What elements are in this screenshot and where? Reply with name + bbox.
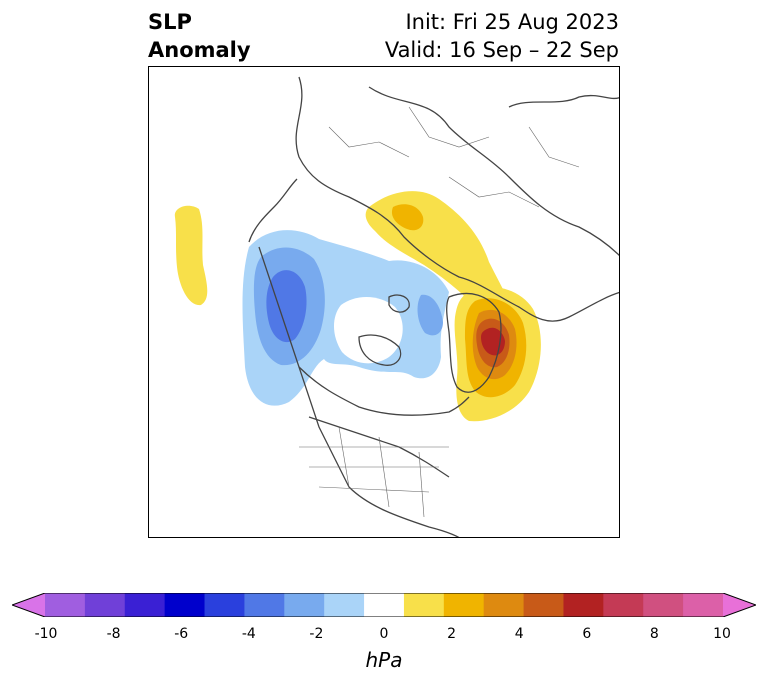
- colorbar-tick-label: -4: [241, 626, 256, 642]
- title-right: Init: Fri 25 Aug 2023 Valid: 16 Sep – 22…: [385, 8, 619, 64]
- colorbar-cell: [364, 593, 405, 617]
- colorbar-extend-max: [723, 593, 756, 617]
- colorbar-tick-label: -2: [309, 626, 324, 642]
- colorbar-extend-min: [12, 593, 45, 617]
- colorbar-cell: [643, 593, 684, 617]
- colorbar-cell: [683, 593, 724, 617]
- colorbar-cell: [164, 593, 206, 617]
- colorbar-cells: [45, 593, 724, 617]
- colorbar-cell: [204, 593, 245, 617]
- colorbar-tick-label: 6: [582, 626, 592, 642]
- colorbar-cell: [403, 593, 445, 617]
- colorbar-tick-label: 4: [514, 626, 524, 642]
- colorbar-tick-label: 10: [713, 626, 731, 642]
- positive-anomaly-scandinavia-core: [391, 204, 424, 231]
- colorbar-cell: [45, 593, 86, 617]
- colorbar-cell: [523, 593, 564, 617]
- colorbar-tick-label: 8: [649, 626, 659, 642]
- valid-range: Valid: 16 Sep – 22 Sep: [384, 38, 619, 62]
- map-canvas: [174, 76, 619, 537]
- colorbar-cell: [244, 593, 285, 617]
- colorbar-cell: [443, 593, 485, 617]
- colorbar-cell: [124, 593, 166, 617]
- positive-anomaly-pacific: [174, 205, 208, 306]
- colorbar-tick-label: -8: [106, 626, 121, 642]
- colorbar-cell: [84, 593, 126, 617]
- country-borders: [299, 106, 580, 518]
- init-date: Init: Fri 25 Aug 2023: [405, 10, 619, 34]
- colorbar-cell: [563, 593, 604, 617]
- negative-anomaly-center: [372, 265, 400, 289]
- title-left: SLP Anomaly: [148, 8, 251, 64]
- colorbar-cell: [324, 593, 365, 617]
- neutral-pole-region: [333, 296, 403, 364]
- colorbar-tick-label: -10: [34, 626, 58, 642]
- colorbar-tick-label: -6: [174, 626, 189, 642]
- map-panel[interactable]: [148, 66, 620, 538]
- title-variable: SLP: [148, 10, 192, 34]
- colorbar: [12, 593, 756, 617]
- colorbar-cell: [284, 593, 325, 617]
- colorbar-tick-label: 2: [447, 626, 457, 642]
- colorbar-tick-label: 0: [379, 626, 389, 642]
- colorbar-cell: [603, 593, 644, 617]
- colorbar-units: hPa: [365, 648, 403, 672]
- colorbar-cell: [483, 593, 525, 617]
- negative-anomaly-canada-core: [266, 270, 307, 343]
- title-field: Anomaly: [148, 38, 251, 62]
- negative-anomaly-baffin: [417, 294, 443, 336]
